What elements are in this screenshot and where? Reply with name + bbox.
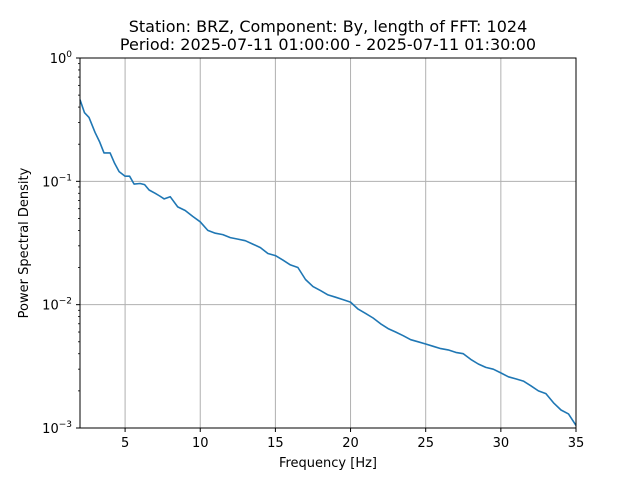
x-tick-label-1: 10 bbox=[192, 436, 209, 451]
chart-title-line1: Station: BRZ, Component: By, length of F… bbox=[129, 17, 528, 36]
x-tick-label-5: 30 bbox=[493, 436, 510, 451]
x-tick-label-0: 5 bbox=[121, 436, 129, 451]
y-tick-label-0: 100 bbox=[50, 50, 73, 67]
series-group bbox=[79, 99, 577, 426]
y-tick-label-3: 10−3 bbox=[42, 420, 72, 437]
x-axis-ticks: 5 10 15 20 25 30 35 bbox=[121, 428, 584, 451]
x-axis-label: Frequency [Hz] bbox=[279, 456, 377, 471]
y-axis-label: Power Spectral Density bbox=[17, 167, 32, 318]
psd-series-line-0 bbox=[79, 99, 577, 426]
y-axis-ticks: 100 10−1 10−2 10−3 bbox=[42, 50, 80, 437]
plot-frame bbox=[79, 57, 577, 429]
y-tick-label-2: 10−2 bbox=[42, 297, 72, 314]
x-tick-label-6: 35 bbox=[568, 436, 585, 451]
y-tick-label-1: 10−1 bbox=[42, 173, 72, 190]
x-tick-label-4: 25 bbox=[417, 436, 434, 451]
x-tick-label-2: 15 bbox=[267, 436, 284, 451]
chart-title-line2: Period: 2025-07-11 01:00:00 - 2025-07-11… bbox=[120, 35, 536, 54]
x-tick-label-3: 20 bbox=[342, 436, 359, 451]
